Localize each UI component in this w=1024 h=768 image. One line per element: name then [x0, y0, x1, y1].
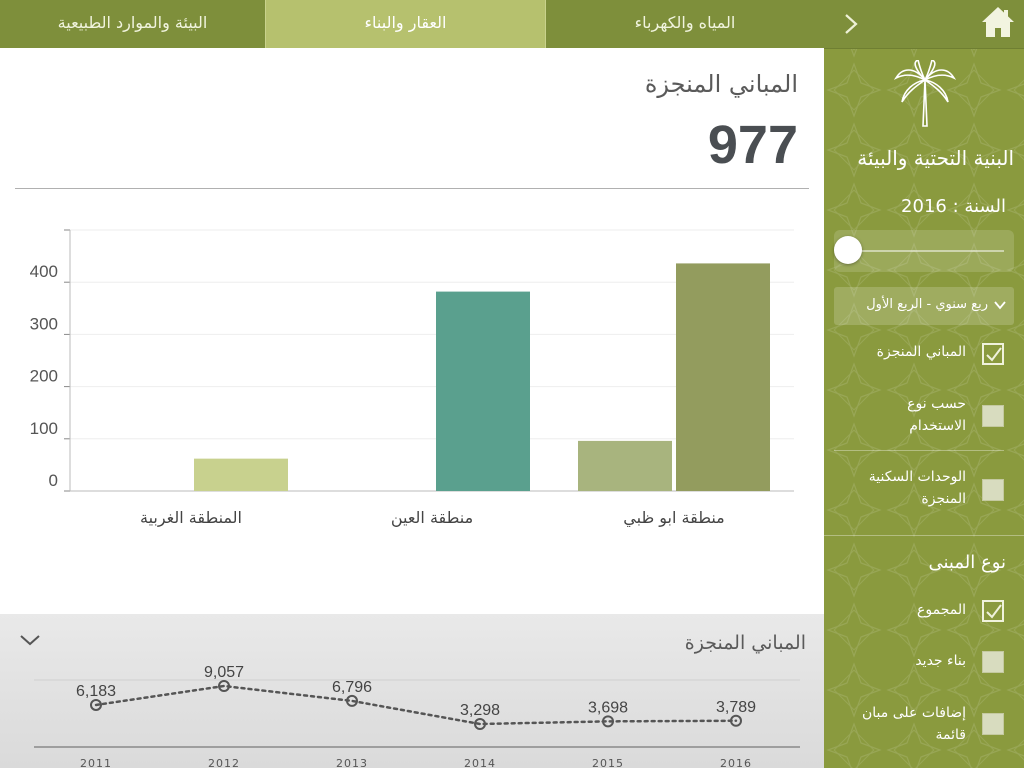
- x-year-label: 2011: [80, 757, 112, 768]
- slider-track: [848, 250, 1004, 252]
- line-chart: 6,183 9,057 6,796 3,298 3,698 3,789 2011 2012 2…: [34, 664, 800, 768]
- sidebar-pattern: [824, 0, 1024, 768]
- checkbox-residential-units[interactable]: [982, 479, 1004, 501]
- bar-chart: 0 100 200 300 400 المنطقة الغربية منطقة العين…: [30, 229, 794, 528]
- check-icon: [986, 604, 1002, 619]
- sidebar-top-bar: [824, 0, 1024, 49]
- slider-thumb[interactable]: [834, 236, 862, 264]
- sidebar-section-divider: [824, 535, 1024, 536]
- chevron-down-icon: [994, 301, 1006, 310]
- y-tick-label: 200: [30, 367, 58, 386]
- option-label-completed-buildings: المباني المنجزة: [876, 344, 966, 360]
- line-series: [94, 684, 738, 726]
- data-point[interactable]: [218, 680, 230, 692]
- data-label: 3,789: [716, 699, 756, 716]
- checkbox-total[interactable]: [982, 600, 1004, 622]
- x-category-label: منطقة العين: [391, 508, 473, 528]
- tab-divider: [545, 0, 546, 48]
- home-icon[interactable]: [980, 4, 1016, 40]
- tab-water-electricity[interactable]: المياه والكهرباء: [634, 13, 736, 32]
- trend-title: المباني المنجزة: [684, 632, 806, 654]
- page-title: المباني المنجزة: [644, 70, 798, 98]
- data-label: 6,183: [76, 683, 116, 700]
- data-label: 3,698: [588, 699, 628, 716]
- checkbox-additions[interactable]: [982, 713, 1004, 735]
- sidebar-heading: البنية التحتية والبيئة: [857, 146, 1014, 170]
- bar[interactable]: [578, 440, 672, 491]
- y-tick-label: 100: [30, 419, 58, 438]
- data-label: 9,057: [204, 664, 244, 681]
- x-category-label: المنطقة الغربية: [140, 508, 242, 528]
- y-tick-label: 400: [30, 262, 58, 281]
- y-tick-label: 300: [30, 314, 58, 333]
- checkbox-new-construction[interactable]: [982, 651, 1004, 673]
- bar[interactable]: [194, 458, 288, 491]
- check-icon: [986, 347, 1002, 362]
- sidebar: البنية التحتية والبيئة السنة : 2016 ربع …: [824, 0, 1024, 768]
- option-label-new-construction: بناء جديد: [915, 653, 966, 669]
- main-content: المباني المنجزة 977 0 100 200 300 400 المنطق…: [0, 48, 824, 768]
- data-point[interactable]: [90, 698, 102, 711]
- data-point[interactable]: [602, 715, 614, 728]
- palm-tree-icon: [894, 60, 956, 127]
- bar[interactable]: [676, 263, 770, 491]
- data-point[interactable]: [346, 694, 358, 707]
- trend-panel: 6,183 9,057 6,796 3,298 3,698 3,789 2011 2012 2…: [0, 614, 824, 768]
- option-label-additions: إضافات على مبان قائمة: [861, 705, 966, 743]
- y-tick-label: 0: [49, 471, 58, 490]
- chevron-right-icon[interactable]: [840, 12, 862, 36]
- tab-real-estate[interactable]: العقار والبناء: [266, 0, 545, 48]
- option-label-residential-units: الوحدات السكنية المنجزة: [868, 469, 966, 507]
- x-year-label: 2016: [720, 757, 752, 768]
- option-label-total: المجموع: [917, 602, 966, 618]
- x-year-label: 2013: [336, 757, 368, 768]
- title-divider: [15, 188, 809, 189]
- sidebar-divider: [834, 450, 1004, 451]
- year-slider[interactable]: [834, 230, 1014, 272]
- tab-divider: [265, 0, 266, 48]
- period-select-value: ربع سنوي - الربع الأول: [866, 297, 988, 312]
- total-buildings-number: 977: [707, 115, 798, 175]
- chevron-down-icon[interactable]: [18, 628, 42, 652]
- tab-environment[interactable]: البيئة والموارد الطبيعية: [57, 13, 208, 32]
- data-label: 6,796: [332, 679, 372, 696]
- data-point[interactable]: [730, 714, 742, 727]
- data-label: 3,298: [460, 702, 500, 719]
- x-year-label: 2012: [208, 757, 240, 768]
- year-label: السنة : 2016: [901, 196, 1006, 217]
- period-select[interactable]: ربع سنوي - الربع الأول: [834, 287, 1014, 325]
- building-type-heading: نوع المبنى: [928, 552, 1006, 573]
- x-category-label: منطقة ابو ظبي: [623, 508, 724, 528]
- top-tab-bar: البيئة والموارد الطبيعية العقار والبناء …: [0, 0, 824, 48]
- x-year-label: 2014: [464, 757, 496, 768]
- checkbox-completed-buildings[interactable]: [982, 343, 1004, 365]
- data-point[interactable]: [474, 718, 486, 730]
- checkbox-by-usage[interactable]: [982, 405, 1004, 427]
- bar[interactable]: [436, 291, 530, 491]
- option-label-by-usage: حسب نوع الاستخدام: [907, 396, 966, 434]
- x-year-label: 2015: [592, 757, 624, 768]
